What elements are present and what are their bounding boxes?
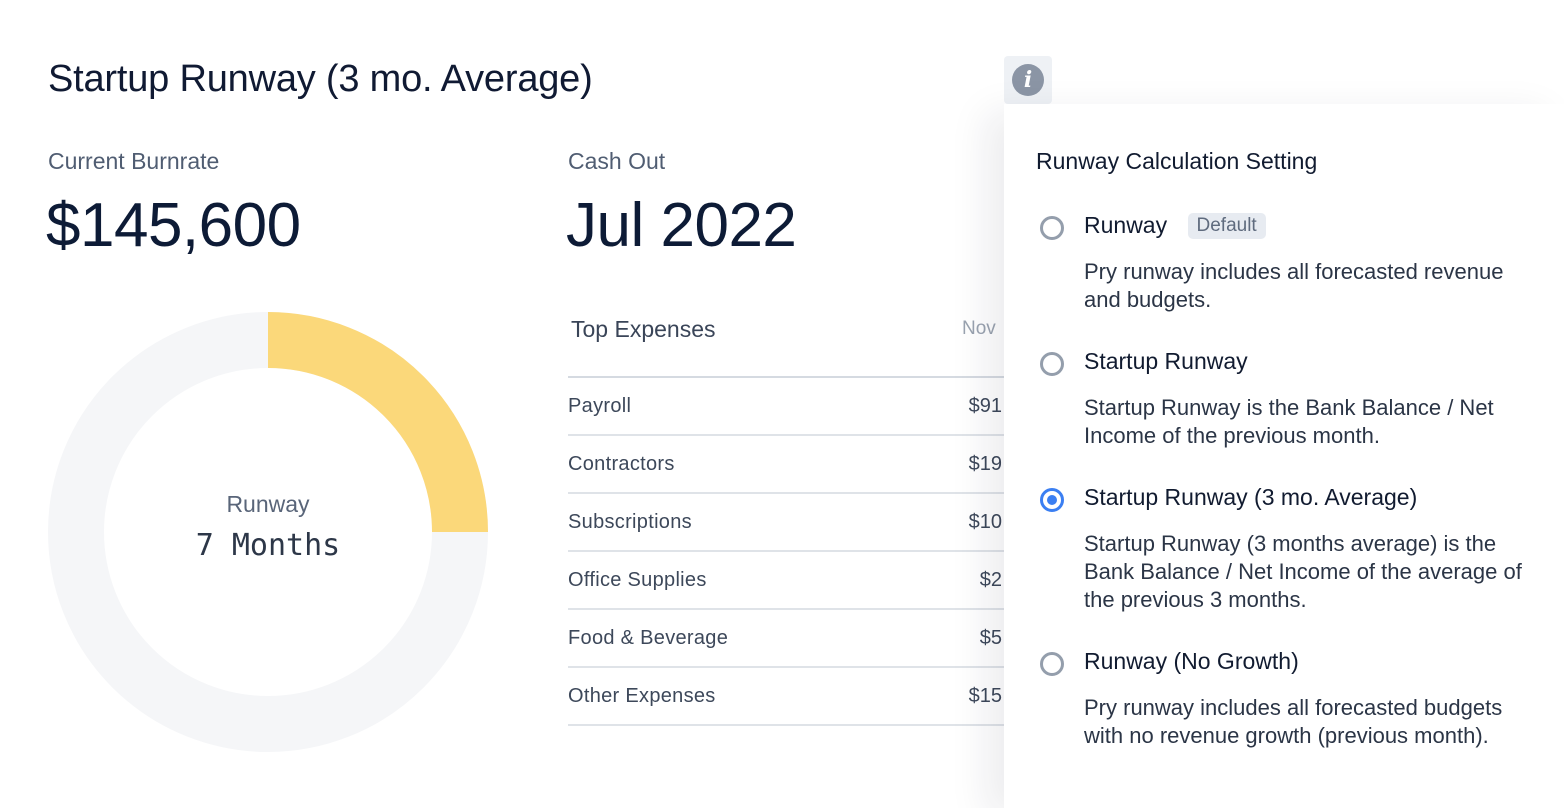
- table-row: Payroll $91: [568, 378, 1008, 436]
- expense-amount: $91: [968, 395, 1002, 417]
- expense-name: Contractors: [568, 453, 675, 475]
- radio-button[interactable]: [1040, 652, 1064, 676]
- burnrate-label: Current Burnrate: [48, 148, 220, 174]
- table-row: Food & Beverage $5: [568, 610, 1008, 668]
- table-row: Office Supplies $2: [568, 552, 1008, 610]
- expense-name: Office Supplies: [568, 569, 707, 591]
- runway-value: 7 Months: [195, 528, 341, 563]
- runway-donut-chart: [48, 312, 488, 752]
- expense-amount: $19: [968, 453, 1002, 475]
- expenses-header: Top Expenses Nov: [568, 310, 1008, 378]
- radio-button[interactable]: [1040, 216, 1064, 240]
- donut-center: Runway 7 Months: [48, 312, 488, 752]
- expense-name: Other Expenses: [568, 685, 716, 707]
- expenses-title: Top Expenses: [571, 316, 716, 342]
- option-label: Runway: [1084, 212, 1168, 238]
- expense-name: Food & Beverage: [568, 627, 729, 649]
- cashout-value: Jul 2022: [566, 191, 797, 260]
- expense-name: Payroll: [568, 395, 632, 417]
- cashout-label: Cash Out: [568, 148, 666, 174]
- panel-title: Runway Calculation Setting: [1036, 148, 1318, 174]
- option-description: Pry runway includes all forecasted reven…: [1084, 259, 1504, 312]
- page-title: Startup Runway (3 mo. Average): [48, 58, 593, 100]
- expense-amount: $15: [968, 685, 1002, 707]
- expenses-column-nov: Nov: [962, 318, 996, 339]
- table-row: Subscriptions $10: [568, 494, 1008, 552]
- expense-name: Subscriptions: [568, 511, 692, 533]
- expense-amount: $10: [968, 511, 1002, 533]
- table-row: Contractors $19: [568, 436, 1008, 494]
- option-label-wrap: Runway Default: [1084, 212, 1266, 239]
- runway-label: Runway: [226, 491, 310, 517]
- radio-button[interactable]: [1040, 352, 1064, 376]
- info-button[interactable]: i: [1004, 56, 1052, 104]
- option-description: Pry runway includes all forecasted budge…: [1084, 695, 1503, 748]
- table-row: Other Expenses $15: [568, 668, 1008, 726]
- info-icon: i: [1012, 64, 1044, 96]
- default-badge: Default: [1187, 213, 1266, 239]
- expense-amount: $2: [979, 569, 1002, 591]
- burnrate-value: $145,600: [46, 191, 301, 260]
- option-label: Startup Runway (3 mo. Average): [1084, 484, 1418, 510]
- option-label: Runway (No Growth): [1084, 648, 1299, 674]
- donut-fill-segment: [267, 312, 488, 533]
- runway-settings-panel: Runway Calculation Setting Runway Defaul…: [1004, 104, 1564, 808]
- option-description: Startup Runway (3 months average) is the…: [1084, 531, 1522, 612]
- expense-amount: $5: [979, 627, 1002, 649]
- top-expenses-table: Top Expenses Nov Payroll $91 Contractors…: [568, 310, 1008, 726]
- option-label: Startup Runway: [1084, 348, 1248, 374]
- radio-button-selected[interactable]: [1040, 488, 1064, 512]
- option-description: Startup Runway is the Bank Balance / Net…: [1084, 395, 1494, 448]
